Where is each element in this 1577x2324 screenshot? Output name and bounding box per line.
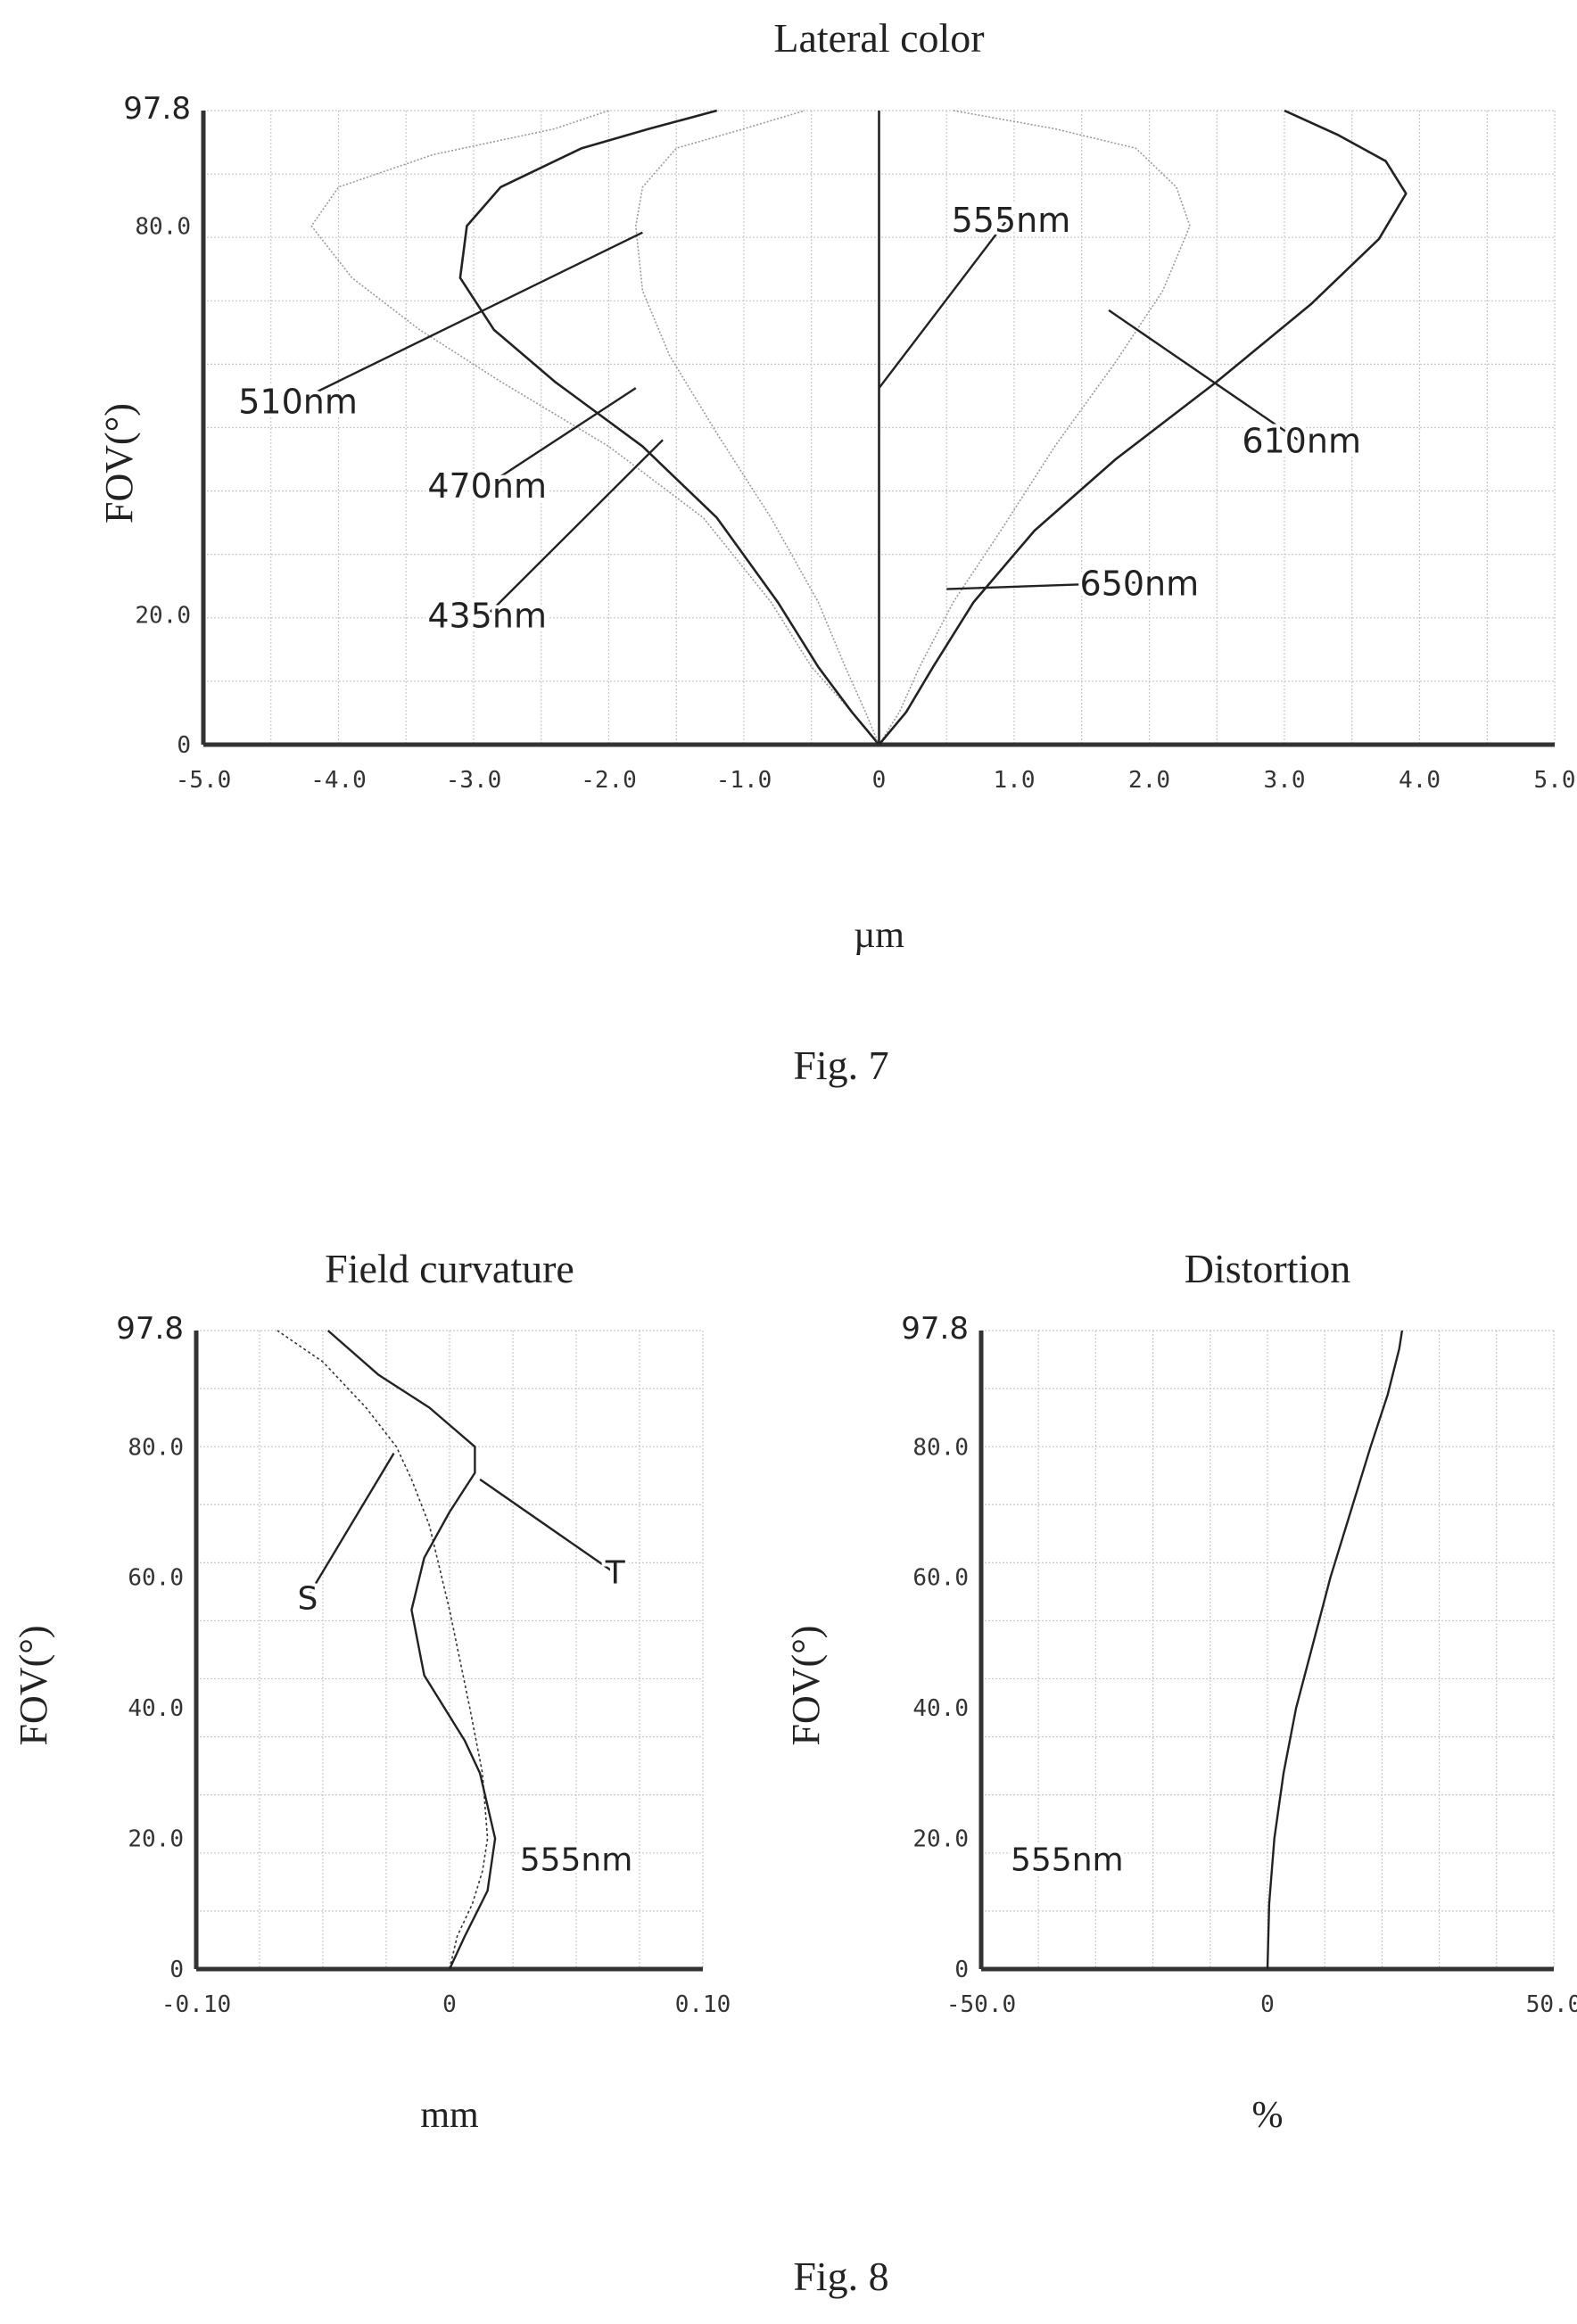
annotation-label-650nm: 650nm [1080, 564, 1200, 603]
x-tick-label: 1.0 [994, 767, 1036, 794]
annotation-leader-555nm [878, 218, 1009, 389]
x-tick-label: 0 [872, 767, 887, 794]
annotation-leader-650nm [946, 581, 1136, 590]
lateral_color-title: Lateral color [773, 15, 984, 61]
x-tick-label: -3.0 [446, 767, 502, 794]
lateral-color-plot: -5.0 -4.0 -3.0 -2.0 -1.0 0 1.0 2.0 3.0 4.0 5.0 0 20.… [97, 15, 1575, 956]
y-tick-label: 97.8 [901, 1311, 969, 1347]
fig7-caption: Fig. 7 [793, 1043, 888, 1088]
annotation-label-s: S [298, 1581, 318, 1618]
distortion-grid [980, 1330, 1555, 1970]
x-tick-label: 0.10 [675, 1991, 731, 2018]
annotation-label-510nm: 510nm [238, 383, 358, 422]
annotation-leader-610nm [1108, 309, 1299, 441]
series-line-555nm [1266, 1330, 1404, 1970]
y-tick-label: 97.8 [116, 1311, 184, 1347]
y-tick-label: 20.0 [912, 1826, 969, 1853]
x-tick-label: 4.0 [1399, 767, 1441, 794]
y-tick-label: 80.0 [128, 1434, 184, 1461]
y-tick-label: 20.0 [135, 603, 191, 630]
distortion-x-axis-label: % [1252, 2095, 1284, 2136]
distortion-title: Distortion [1185, 1246, 1351, 1291]
y-tick-label: 0 [954, 1957, 969, 1983]
annotation-label-555nm: 555nm [520, 1842, 633, 1879]
x-tick-label: 2.0 [1128, 767, 1170, 794]
fig8-caption: Fig. 8 [793, 2254, 888, 2299]
x-tick-label: 0 [442, 1991, 457, 2018]
distortion-y-axis-label: FOV(°) [784, 1626, 828, 1746]
series-line-t [326, 1330, 497, 1970]
series-line-510nm [635, 110, 880, 746]
field_curvature-y-axis-label: FOV(°) [12, 1626, 55, 1746]
series-line-435nm [310, 110, 880, 746]
x-tick-label: 3.0 [1264, 767, 1306, 794]
y-tick-label: 0 [177, 732, 191, 759]
y-tick-label: 97.8 [123, 91, 191, 127]
x-tick-label: -0.10 [161, 1991, 231, 2018]
y-tick-label: 60.0 [128, 1565, 184, 1592]
y-tick-label: 40.0 [912, 1695, 969, 1722]
field_curvature-title: Field curvature [325, 1246, 574, 1291]
annotation-label-610nm: 610nm [1242, 421, 1361, 460]
annotation-label-470nm: 470nm [427, 466, 547, 506]
x-tick-label: 5.0 [1534, 767, 1576, 794]
annotation-leader-510nm [297, 231, 643, 402]
annotation-label-555nm: 555nm [952, 201, 1071, 240]
series-line-610nm [878, 110, 1191, 746]
lateral_color-y-axis-label: FOV(°) [97, 403, 141, 523]
y-tick-label: 80.0 [135, 213, 191, 240]
y-tick-label: 80.0 [912, 1434, 969, 1461]
annotation-label-555nm: 555nm [1011, 1842, 1124, 1879]
annotation-leader-t [479, 1478, 613, 1572]
annotation-label-435nm: 435nm [427, 597, 547, 636]
x-tick-label: -4.0 [310, 767, 367, 794]
x-tick-label: -1.0 [716, 767, 772, 794]
y-tick-label: 40.0 [128, 1695, 184, 1722]
y-tick-label: 20.0 [128, 1826, 184, 1853]
lateral_color-x-axis-label: µm [854, 915, 904, 956]
annotation-leader-s [306, 1453, 395, 1598]
y-tick-label: 0 [169, 1957, 184, 1983]
series-line-s [277, 1330, 489, 1970]
x-tick-label: -2.0 [581, 767, 637, 794]
y-tick-label: 60.0 [912, 1565, 969, 1592]
distortion-plot: -50.0 0 50.0 0 20.0 40.0 60.0 80.0 97.8 Distortio… [784, 1246, 1577, 2136]
x-tick-label: 0 [1260, 1991, 1275, 2018]
annotation-leader-435nm [486, 439, 664, 616]
x-tick-label: 50.0 [1526, 1991, 1577, 2018]
series-line-470nm [458, 109, 880, 746]
field_curvature-x-axis-label: mm [420, 2095, 479, 2136]
annotation-label-t: T [605, 1554, 626, 1591]
series-line-650nm [878, 109, 1408, 746]
x-tick-label: -50.0 [946, 1991, 1016, 2018]
x-tick-label: -5.0 [176, 767, 232, 794]
field-curvature-plot: -0.10 0 0.10 0 20.0 40.0 60.0 80.0 97.8 Field cur… [12, 1246, 731, 2136]
annotation-leader-470nm [486, 387, 637, 487]
